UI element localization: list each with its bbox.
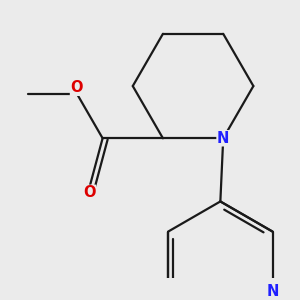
Text: O: O xyxy=(83,185,95,200)
Text: N: N xyxy=(217,131,230,146)
Text: N: N xyxy=(266,284,279,299)
Text: O: O xyxy=(70,80,83,95)
